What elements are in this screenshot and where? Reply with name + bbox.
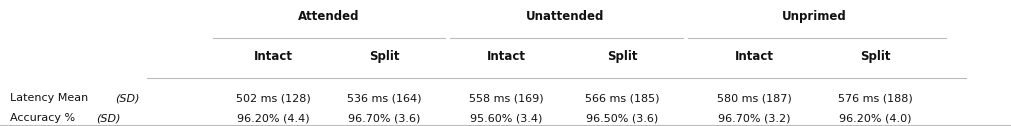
Text: 96.70% (3.6): 96.70% (3.6)	[348, 113, 421, 123]
Text: Unprimed: Unprimed	[782, 10, 846, 23]
Text: Split: Split	[859, 50, 890, 63]
Text: Intact: Intact	[486, 50, 525, 63]
Text: Intact: Intact	[254, 50, 292, 63]
Text: 580 ms (187): 580 ms (187)	[716, 93, 791, 103]
Text: Split: Split	[607, 50, 637, 63]
Text: 96.20% (4.0): 96.20% (4.0)	[838, 113, 911, 123]
Text: (SD): (SD)	[115, 93, 140, 103]
Text: 576 ms (188): 576 ms (188)	[837, 93, 912, 103]
Text: 566 ms (185): 566 ms (185)	[584, 93, 659, 103]
Text: (SD): (SD)	[96, 113, 120, 123]
Text: 96.50% (3.6): 96.50% (3.6)	[585, 113, 658, 123]
Text: 502 ms (128): 502 ms (128)	[236, 93, 310, 103]
Text: Accuracy %: Accuracy %	[10, 113, 79, 123]
Text: Latency Mean: Latency Mean	[10, 93, 92, 103]
Text: Attended: Attended	[298, 10, 359, 23]
Text: 96.20% (4.4): 96.20% (4.4)	[237, 113, 309, 123]
Text: 96.70% (3.2): 96.70% (3.2)	[717, 113, 790, 123]
Text: 95.60% (3.4): 95.60% (3.4)	[469, 113, 542, 123]
Text: 536 ms (164): 536 ms (164)	[347, 93, 422, 103]
Text: Unattended: Unattended	[525, 10, 604, 23]
Text: 558 ms (169): 558 ms (169)	[468, 93, 543, 103]
Text: Intact: Intact	[734, 50, 772, 63]
Text: Split: Split	[369, 50, 399, 63]
